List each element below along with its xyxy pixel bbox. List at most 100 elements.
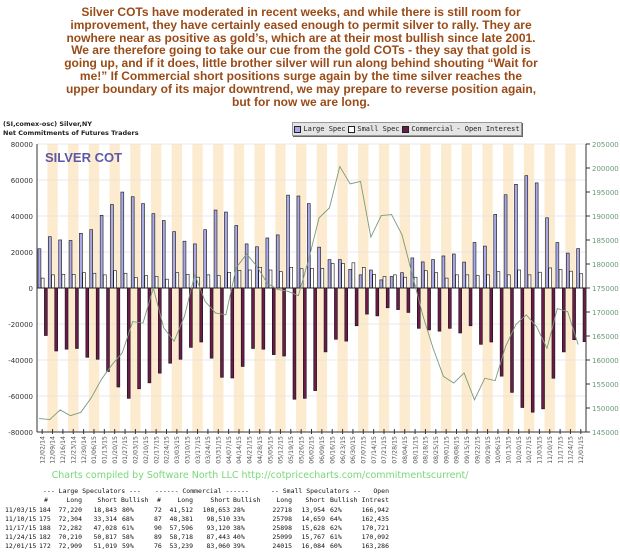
right-axis-tick-label: 195000 bbox=[592, 189, 619, 197]
small-spec-bar bbox=[227, 272, 231, 289]
open-interest-point bbox=[525, 314, 527, 316]
x-axis-tick-label: 08/11/15 bbox=[412, 436, 419, 464]
x-axis-tick-label: 03/17/15 bbox=[195, 436, 202, 464]
small-spec-bar bbox=[51, 274, 55, 289]
small-spec-bar bbox=[382, 276, 387, 289]
table-cell: 53,239 bbox=[169, 542, 193, 550]
small-spec-bar bbox=[206, 274, 211, 289]
open-interest-point bbox=[184, 315, 185, 317]
open-interest-point bbox=[536, 326, 538, 328]
open-interest-point bbox=[411, 274, 413, 275]
commercial-bar bbox=[551, 287, 556, 379]
open-interest-point bbox=[70, 415, 71, 417]
large-spec-bar bbox=[99, 214, 104, 289]
open-interest-point bbox=[194, 274, 196, 275]
x-axis-tick-label: 11/17/15 bbox=[557, 436, 564, 464]
large-spec-bar bbox=[162, 220, 166, 289]
large-spec-bar bbox=[545, 217, 549, 289]
large-spec-bar bbox=[379, 279, 384, 289]
left-axis-tick-label: -40000 bbox=[8, 357, 33, 365]
open-interest-point bbox=[577, 343, 579, 345]
table-cell: 25898 bbox=[272, 524, 292, 532]
x-axis-tick-label: 04/28/15 bbox=[257, 436, 264, 464]
open-interest-point bbox=[90, 397, 92, 399]
open-interest-point bbox=[391, 214, 392, 215]
table-cell: 90 bbox=[154, 524, 162, 532]
small-spec-bar bbox=[330, 263, 335, 289]
open-interest-point bbox=[152, 287, 154, 289]
table-cell: 72,282 bbox=[58, 524, 82, 532]
open-interest-point bbox=[442, 375, 444, 377]
x-axis-tick-label: 07/21/15 bbox=[381, 436, 388, 464]
small-spec-bar bbox=[175, 272, 180, 289]
left-axis-tick-label: 0 bbox=[29, 285, 33, 293]
large-spec-bar bbox=[462, 261, 466, 289]
small-spec-bar bbox=[248, 269, 252, 289]
commercial-bar bbox=[448, 287, 452, 329]
small-spec-bar bbox=[393, 274, 397, 289]
commercial-bar bbox=[303, 287, 307, 399]
table-cell: 175 bbox=[39, 515, 51, 523]
table-cell: 33,314 bbox=[93, 515, 117, 523]
commercial-bar bbox=[437, 287, 442, 332]
open-interest-point bbox=[349, 183, 351, 185]
commercial-bar bbox=[354, 287, 359, 327]
table-cell: 62% bbox=[330, 524, 342, 532]
open-interest-point bbox=[142, 322, 144, 324]
x-axis-tick-label: 07/07/15 bbox=[360, 436, 367, 464]
commercial-bar bbox=[334, 287, 338, 340]
table-cell: 166,942 bbox=[361, 506, 389, 514]
large-spec-bar bbox=[358, 274, 363, 289]
x-axis-tick-label: 05/12/15 bbox=[278, 436, 285, 464]
credit-line: Charts compiled by Software North LLC ht… bbox=[51, 470, 469, 481]
x-axis-tick-label: 03/24/15 bbox=[205, 436, 212, 464]
cot-chart: 800006000040000200000-20000-40000-60000-… bbox=[8, 141, 619, 464]
large-spec-bar bbox=[534, 182, 539, 289]
large-spec-bar bbox=[472, 242, 477, 289]
small-spec-bar bbox=[538, 271, 542, 289]
x-axis-tick-label: 06/09/15 bbox=[319, 436, 326, 464]
large-spec-bar bbox=[244, 243, 249, 289]
commercial-bar bbox=[375, 287, 380, 317]
large-spec-bar bbox=[576, 248, 580, 289]
open-interest-point bbox=[432, 347, 434, 349]
table-cell: 70,210 bbox=[58, 533, 82, 541]
commercial-bar bbox=[116, 287, 121, 388]
table-cell: 12/01/15 bbox=[5, 542, 37, 550]
table-cell: 83,060 bbox=[206, 542, 230, 550]
large-spec-bar bbox=[110, 204, 114, 289]
legend-label: Small Spec bbox=[357, 125, 400, 133]
small-spec-bar bbox=[113, 270, 117, 289]
large-spec-bar bbox=[565, 252, 570, 289]
table-cell: 22718 bbox=[272, 506, 292, 514]
x-axis-tick-label: 07/14/15 bbox=[371, 436, 378, 464]
x-axis-tick-label: 11/10/15 bbox=[547, 436, 554, 464]
small-spec-bar bbox=[548, 267, 552, 289]
table-cell: 24015 bbox=[272, 542, 292, 550]
left-axis-tick-label: 60000 bbox=[11, 177, 33, 185]
open-interest-point bbox=[80, 411, 82, 413]
x-axis-tick-label: 10/13/15 bbox=[506, 436, 513, 464]
table-cell: 25099 bbox=[272, 533, 292, 541]
small-spec-bar bbox=[216, 275, 221, 289]
table-cell: 28% bbox=[233, 506, 245, 514]
open-interest-point bbox=[453, 382, 455, 384]
table-cell: 15,767 bbox=[301, 533, 325, 541]
table-cell: 47,028 bbox=[93, 524, 117, 532]
small-spec-bar bbox=[496, 271, 501, 289]
column-header: Long bbox=[66, 496, 82, 504]
chart-title: SILVER COT bbox=[45, 150, 122, 165]
large-spec-bar bbox=[213, 209, 218, 289]
large-spec-bar bbox=[493, 214, 497, 289]
x-axis-tick-label: 08/04/15 bbox=[402, 436, 409, 464]
commercial-bar bbox=[271, 287, 276, 355]
small-spec-bar bbox=[165, 278, 169, 289]
open-interest-point bbox=[505, 346, 506, 347]
x-axis-tick-label: 09/08/15 bbox=[454, 436, 461, 464]
x-axis-tick-label: 03/03/15 bbox=[174, 436, 181, 464]
large-spec-swatch bbox=[294, 125, 302, 133]
column-header: Bullish bbox=[233, 496, 261, 504]
commercial-bar bbox=[64, 287, 69, 350]
group-header: Open bbox=[373, 487, 389, 495]
commercial-bar bbox=[54, 287, 58, 352]
